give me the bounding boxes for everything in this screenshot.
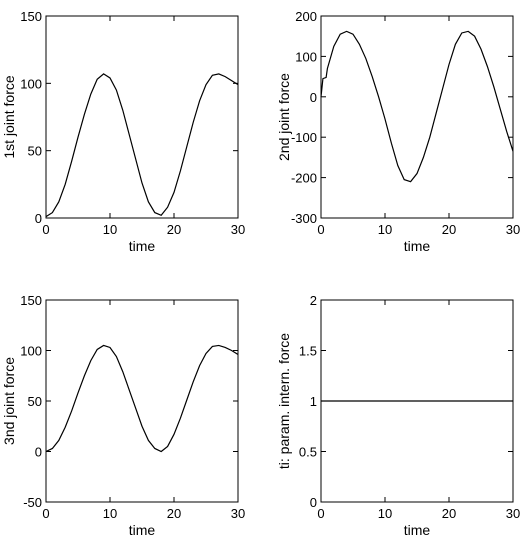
y-tick-label: 100 <box>20 344 42 359</box>
x-tick-label: 10 <box>103 222 117 237</box>
x-tick-label: 0 <box>317 222 324 237</box>
subplot-1st-joint-force: 0 10 20 30 0 50 100 150 time 1st joint force <box>1 9 245 254</box>
y-tick-label: -50 <box>23 495 42 510</box>
y-tick-label: -100 <box>291 130 317 145</box>
x-tick-label: 0 <box>42 506 49 521</box>
y-tick-label: 200 <box>295 9 317 24</box>
x-tick-label: 20 <box>167 506 181 521</box>
x-tick-label: 30 <box>231 506 245 521</box>
y-tick-label: 50 <box>28 394 42 409</box>
x-axis-label: time <box>404 522 431 538</box>
x-tick-label: 10 <box>378 222 392 237</box>
x-axis-label: time <box>129 522 156 538</box>
y-tick-label: 2 <box>310 293 317 308</box>
x-tick-label: 20 <box>442 222 456 237</box>
y-tick-label: 0 <box>35 211 42 226</box>
y-tick-label: -300 <box>291 211 317 226</box>
x-tick-label: 20 <box>442 506 456 521</box>
y-tick-label: 0 <box>310 495 317 510</box>
x-tick-label: 30 <box>231 222 245 237</box>
x-tick-label: 0 <box>42 222 49 237</box>
y-axis-label: ti: param. intern. force <box>276 333 292 469</box>
x-tick-label: 20 <box>167 222 181 237</box>
y-tick-label: 0 <box>35 445 42 460</box>
x-tick-label: 0 <box>317 506 324 521</box>
y-tick-label: 150 <box>20 293 42 308</box>
series-line <box>45 344 239 453</box>
x-axis-label: time <box>129 238 156 254</box>
y-tick-label: 50 <box>28 144 42 159</box>
axes-frame <box>45 15 239 219</box>
y-axis-label: 2nd joint force <box>276 73 292 161</box>
subplot-param-intern-force: 0 10 20 30 0 0.5 1 1.5 2 time ti: param. intern. f… <box>276 293 520 538</box>
y-axis-label: 1st joint force <box>1 75 17 158</box>
x-tick-label: 10 <box>103 506 117 521</box>
axes-frame <box>320 15 514 219</box>
y-tick-label: 100 <box>295 49 317 64</box>
subplot-2nd-joint-force: 0 10 20 30 -300 -200 -100 0 100 200 time 2nd joint … <box>276 9 520 254</box>
y-tick-label: 0 <box>310 90 317 105</box>
y-tick-label: 1.5 <box>299 344 317 359</box>
y-tick-label: -200 <box>291 171 317 186</box>
series-line <box>45 73 239 218</box>
y-tick-label: 1 <box>310 394 317 409</box>
y-tick-label: 100 <box>20 76 42 91</box>
x-axis-label: time <box>404 238 431 254</box>
x-tick-label: 10 <box>378 506 392 521</box>
y-tick-label: 150 <box>20 9 42 24</box>
x-tick-label: 30 <box>506 222 520 237</box>
y-axis-label: 3nd joint force <box>1 357 17 445</box>
x-tick-label: 30 <box>506 506 520 521</box>
y-tick-label: 0.5 <box>299 445 317 460</box>
series-line <box>320 30 514 183</box>
